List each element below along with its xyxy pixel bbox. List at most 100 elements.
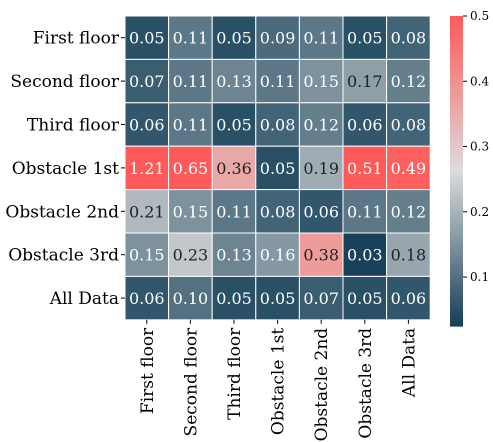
colorbar-segment — [450, 217, 463, 221]
colorbar-segment — [450, 279, 463, 283]
cell-value-label: 0.05 — [260, 289, 296, 308]
colorbar-segment — [450, 96, 463, 100]
cell-value-label: 0.06 — [347, 116, 383, 135]
colorbar-segment — [450, 315, 463, 319]
colorbar-segment — [450, 140, 463, 144]
colorbar-segment — [450, 302, 463, 306]
colorbar-segment — [450, 183, 463, 188]
colorbar-segment — [450, 258, 463, 263]
heatmap-cell — [255, 102, 300, 147]
colorbar-segment — [450, 227, 463, 232]
colorbar-segment — [450, 145, 463, 149]
heatmap-cell — [211, 189, 257, 234]
colorbar-segment — [450, 186, 463, 190]
colorbar-segment — [450, 313, 463, 317]
cell-value-label: 0.08 — [391, 116, 427, 135]
colorbar-segment — [450, 204, 463, 208]
column-tick-label: Second floor — [181, 327, 201, 437]
colorbar-segment — [450, 191, 463, 195]
colorbar-segment — [450, 52, 463, 56]
cell-value-label: 0.65 — [173, 159, 209, 178]
colorbar-segment — [450, 132, 463, 136]
colorbar-segment — [450, 240, 463, 244]
cell-value-label: 0.07 — [303, 289, 339, 308]
row-tick-label: First floor — [33, 29, 120, 49]
colorbar-segment — [450, 292, 463, 296]
heatmap-cell — [386, 102, 431, 147]
colorbar-segment — [450, 31, 463, 35]
colorbar-segment — [450, 194, 463, 198]
cell-value-label: 1.21 — [129, 159, 165, 178]
colorbar-segment — [450, 253, 463, 257]
colorbar-segment — [450, 65, 463, 69]
colorbar-segment — [450, 300, 463, 304]
colorbar-segment — [450, 222, 463, 226]
colorbar-segment — [450, 282, 463, 286]
colorbar-segment — [450, 320, 463, 325]
colorbar-segment — [450, 207, 463, 211]
colorbar-segment — [450, 16, 463, 20]
colorbar-tick-label: 0.2 — [470, 205, 489, 219]
row-tick-label: Third floor — [27, 116, 120, 136]
colorbar-segment — [450, 158, 463, 162]
heatmap-cell — [298, 102, 344, 147]
colorbar-segment — [450, 230, 463, 234]
cell-value-label: 0.05 — [216, 116, 252, 135]
heatmap-cell — [211, 102, 257, 147]
colorbar-segment — [450, 127, 463, 131]
colorbar-segment — [450, 147, 463, 151]
cell-value-label: 0.05 — [347, 29, 383, 48]
colorbar-segment — [450, 248, 463, 252]
cell-value-label: 0.21 — [129, 202, 165, 221]
colorbar-segment — [450, 119, 463, 123]
cell-value-label: 0.09 — [260, 29, 296, 48]
heatmap-cell — [386, 58, 431, 104]
row-tick-label: Obstacle 3rd — [8, 246, 119, 266]
colorbar-segment — [450, 98, 463, 102]
row-tick-label: Obstacle 2nd — [5, 202, 119, 222]
colorbar-segment — [450, 160, 463, 164]
heatmap-cells: 0.05 0.11 0.05 0.09 0.11 0.05 0.08 0.07 0.11 0.13… — [124, 15, 431, 321]
cell-value-label: 0.18 — [391, 246, 427, 265]
colorbar-segment — [450, 310, 463, 314]
cell-value-label: 0.11 — [216, 202, 252, 221]
colorbar-segment — [450, 28, 463, 33]
cell-value-label: 0.05 — [260, 159, 296, 178]
heatmap-cell — [298, 232, 344, 277]
cell-value-label: 0.11 — [260, 72, 296, 91]
cell-value-label: 0.51 — [347, 159, 383, 178]
column-tick-label: First floor — [138, 327, 158, 414]
colorbar-segment — [450, 70, 463, 74]
colorbar-segment — [450, 129, 463, 133]
colorbar-segment — [450, 152, 463, 157]
cell-value-label: 0.11 — [173, 29, 209, 48]
colorbar-segment — [450, 114, 463, 118]
heatmap-cell — [255, 232, 300, 277]
colorbar-segment — [450, 36, 463, 40]
colorbar-segment — [450, 238, 463, 242]
heatmap-cell — [298, 58, 344, 104]
heatmap-cell — [124, 15, 170, 60]
cell-value-label: 0.38 — [303, 246, 339, 265]
colorbar-segment — [450, 297, 463, 301]
colorbar-segment — [450, 245, 463, 250]
colorbar-segment — [450, 295, 463, 299]
heatmap-cell — [168, 232, 213, 277]
colorbar-segment — [450, 264, 463, 268]
colorbar-segment — [450, 26, 463, 30]
colorbar-segment — [450, 21, 463, 25]
colorbar-segment — [450, 116, 463, 120]
colorbar-segment — [450, 78, 463, 82]
cell-value-label: 0.05 — [129, 29, 165, 48]
colorbar-segment — [450, 318, 463, 322]
colorbar-segment — [450, 41, 463, 46]
colorbar-segment — [450, 196, 463, 201]
colorbar-segment — [450, 202, 463, 206]
colorbar-segment — [450, 261, 463, 265]
colorbar-segment — [450, 88, 463, 92]
cell-value-label: 0.36 — [216, 159, 252, 178]
colorbar-segment — [450, 214, 463, 219]
colorbar-segment — [450, 209, 463, 213]
colorbar-segment — [450, 109, 463, 113]
